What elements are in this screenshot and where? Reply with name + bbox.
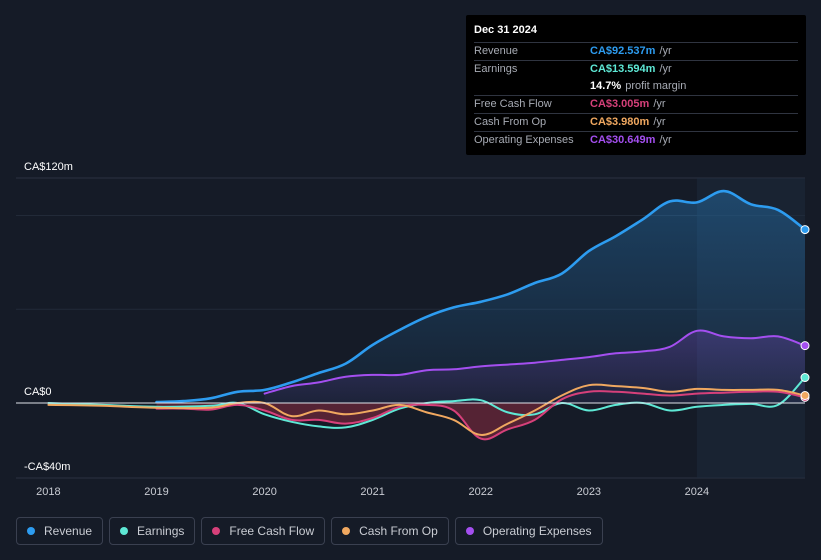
x-tick-label: 2021: [360, 486, 384, 498]
revenue-endpoint: [800, 225, 810, 235]
tooltip-row-operating-expenses: Operating Expenses CA$30.649m /yr: [474, 132, 798, 149]
x-tick-label: 2019: [144, 486, 168, 498]
y-tick-label: -CA$40m: [24, 461, 70, 473]
tooltip-label: Free Cash Flow: [474, 98, 552, 110]
legend-item-revenue[interactable]: Revenue: [16, 517, 104, 545]
x-axis-labels: 2018 2019 2020 2021 2022 2023 2024: [36, 486, 709, 498]
tooltip-value: CA$3.005m: [590, 98, 650, 110]
legend-label: Revenue: [44, 524, 93, 538]
legend-label: Cash From Op: [359, 524, 438, 538]
cash-from-op-endpoint: [800, 391, 810, 400]
tooltip-label: [474, 78, 590, 95]
tooltip-unit: /yr: [653, 98, 666, 110]
legend-label: Free Cash Flow: [229, 524, 315, 538]
free-cash-flow-dot-icon: [212, 527, 221, 535]
tooltip-row-earnings: Earnings CA$13.594m /yr: [474, 61, 798, 78]
chart-legend: Revenue Earnings Free Cash Flow Cash Fro…: [16, 517, 603, 545]
x-tick-label: 2024: [685, 486, 709, 498]
y-axis-labels: CA$120m CA$0 -CA$40m: [24, 161, 73, 473]
cash-from-op-dot-icon: [342, 527, 351, 535]
y-tick-label: CA$120m: [24, 161, 73, 173]
x-tick-label: 2023: [577, 486, 601, 498]
tooltip-row-revenue: Revenue CA$92.537m /yr: [474, 43, 798, 61]
earnings-endpoint: [800, 373, 810, 382]
tooltip-unit: /yr: [659, 134, 672, 146]
tooltip-date: Dec 31 2024: [474, 23, 798, 43]
operating-expenses-endpoint: [800, 341, 810, 351]
free-cash-flow-line: [155, 390, 806, 441]
operating-expenses-line: [263, 329, 806, 395]
tooltip-row-profit-margin: 14.7% profit margin: [474, 78, 798, 96]
tooltip-label: Earnings: [474, 63, 518, 75]
free-cash-flow-negative-area: [156, 403, 805, 440]
y-tick-label: CA$0: [24, 386, 52, 398]
tooltip-unit: /yr: [653, 116, 666, 128]
tooltip-value: CA$92.537m: [590, 45, 656, 57]
tooltip-label: Revenue: [474, 45, 519, 57]
legend-label: Operating Expenses: [482, 524, 592, 538]
tooltip-value: 14.7%: [590, 80, 622, 92]
series-endpoints: [800, 225, 810, 402]
revenue-line: [155, 189, 807, 404]
series-lines: [16, 189, 807, 441]
legend-item-cash-from-op[interactable]: Cash From Op: [331, 517, 449, 545]
tooltip-unit: /yr: [659, 45, 672, 57]
tooltip-panel: Dec 31 2024 Revenue CA$92.537m /yr Earni…: [466, 15, 806, 155]
tooltip-label: Cash From Op: [474, 116, 547, 128]
tooltip-label: Operating Expenses: [474, 134, 574, 146]
tooltip-value: CA$3.980m: [590, 116, 650, 128]
revenue-dot-icon: [27, 527, 35, 535]
legend-label: Earnings: [137, 524, 185, 538]
earnings-dot-icon: [120, 527, 129, 535]
tooltip-unit: profit margin: [625, 80, 687, 92]
x-tick-label: 2022: [469, 486, 493, 498]
legend-item-free-cash-flow[interactable]: Free Cash Flow: [201, 517, 326, 545]
operating-expenses-area: [264, 330, 806, 403]
tooltip-value: CA$13.594m: [590, 63, 656, 75]
tooltip-row-free-cash-flow: Free Cash Flow CA$3.005m /yr: [474, 96, 798, 114]
legend-item-operating-expenses[interactable]: Operating Expenses: [454, 517, 603, 545]
tooltip-row-cash-from-op: Cash From Op CA$3.980m /yr: [474, 114, 798, 132]
x-tick-label: 2018: [36, 486, 60, 498]
series-areas: [156, 191, 806, 440]
operating-expenses-dot-icon: [465, 527, 474, 535]
tooltip-value: CA$30.649m: [590, 134, 656, 146]
revenue-area: [156, 191, 805, 403]
x-tick-label: 2020: [252, 486, 276, 498]
tooltip-unit: /yr: [659, 63, 672, 75]
legend-item-earnings[interactable]: Earnings: [109, 517, 196, 545]
